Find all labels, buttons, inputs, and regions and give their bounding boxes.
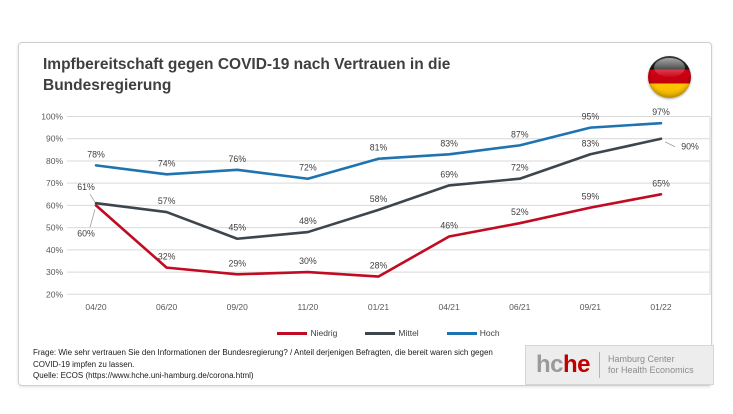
y-tick-90: 90% [46, 134, 63, 144]
hche-logo-gray-letters: hc [536, 351, 564, 378]
hche-logo: hche Hamburg Center for Health Economics [525, 345, 714, 385]
x-tick-01/22: 01/22 [650, 302, 672, 312]
x-tick-04/20: 04/20 [85, 302, 107, 312]
data-label-niedrig-01/22: 65% [652, 178, 670, 188]
data-label-mittel-01/22: 90% [681, 142, 699, 152]
data-label-hoch-04/20: 78% [87, 149, 105, 159]
data-label-mittel-04/20: 61% [77, 182, 95, 192]
logo-subtitle-line2: for Health Economics [608, 365, 694, 375]
data-label-mittel-11/20: 48% [299, 216, 317, 226]
germany-flag-icon [648, 56, 691, 98]
chart-legend: Niedrig Mittel Hoch [67, 328, 710, 338]
label-leader-line [664, 141, 676, 148]
label-leader-line [89, 209, 96, 228]
x-tick-09/20: 09/20 [227, 302, 249, 312]
legend-label-mittel: Mittel [398, 328, 419, 338]
y-tick-100: 100% [41, 112, 63, 122]
legend-label-niedrig: Niedrig [310, 328, 338, 338]
data-label-niedrig-06/20: 32% [158, 252, 176, 262]
data-label-mittel-06/20: 57% [158, 196, 176, 206]
y-tick-50: 50% [46, 223, 63, 233]
data-label-hoch-09/21: 95% [582, 112, 600, 122]
data-label-niedrig-11/20: 30% [299, 256, 317, 266]
x-tick-04/21: 04/21 [438, 302, 460, 312]
data-label-mittel-09/20: 45% [228, 223, 246, 233]
data-label-hoch-09/20: 76% [228, 154, 246, 164]
series-line-niedrig [94, 192, 663, 278]
legend-swatch-mittel [365, 331, 396, 335]
chart-title-line2: Bundesregierung [43, 77, 172, 94]
footnote-source: Quelle: ECOS (https://www.hche.uni-hambu… [33, 371, 254, 380]
data-label-mittel-01/21: 58% [370, 194, 388, 204]
y-tick-70: 70% [46, 178, 63, 188]
legend-item-mittel: Mittel [365, 328, 419, 338]
footnote-question-line2: COVID-19 impfen zu lassen. [33, 359, 135, 369]
data-label-hoch-01/21: 81% [370, 143, 388, 153]
data-label-niedrig-06/21: 52% [511, 207, 529, 217]
x-tick-06/21: 06/21 [509, 302, 531, 312]
chart-title: Impfbereitschaft gegen COVID-19 nach Ver… [43, 54, 603, 96]
data-label-mittel-09/21: 83% [582, 138, 600, 148]
hche-logo-red-letters: he [563, 351, 591, 378]
data-label-hoch-11/20: 72% [299, 163, 317, 173]
logo-divider [599, 352, 601, 378]
legend-label-hoch: Hoch [479, 328, 500, 338]
y-tick-20: 20% [46, 289, 63, 299]
y-tick-30: 30% [46, 267, 63, 277]
data-label-hoch-06/20: 74% [158, 158, 176, 168]
hche-logo-wordmark: hche [536, 351, 591, 378]
data-label-niedrig-04/20: 60% [77, 228, 95, 238]
y-tick-40: 40% [46, 245, 63, 255]
x-tick-01/21: 01/21 [368, 302, 390, 312]
legend-swatch-hoch [446, 331, 477, 335]
y-tick-80: 80% [46, 156, 63, 166]
data-label-hoch-06/21: 87% [511, 129, 529, 139]
series-line-mittel [94, 137, 663, 241]
y-tick-60: 60% [46, 200, 63, 210]
data-label-niedrig-04/21: 46% [440, 221, 458, 231]
data-label-niedrig-01/21: 28% [370, 261, 388, 271]
x-tick-11/20: 11/20 [298, 302, 319, 312]
series-line-hoch [94, 121, 663, 181]
label-leader-line [89, 193, 96, 203]
legend-swatch-niedrig [277, 331, 308, 335]
legend-item-hoch: Hoch [446, 328, 500, 338]
data-label-hoch-04/21: 83% [440, 138, 458, 148]
data-label-niedrig-09/21: 59% [582, 192, 600, 202]
chart-footnote: Frage: Wie sehr vertrauen Sie den Inform… [33, 347, 517, 382]
logo-subtitle-line1: Hamburg Center [608, 353, 675, 364]
footnote-question-line1: Frage: Wie sehr vertrauen Sie den Inform… [33, 348, 493, 357]
chart-card: Impfbereitschaft gegen COVID-19 nach Ver… [18, 42, 714, 386]
x-tick-06/20: 06/20 [156, 302, 178, 312]
chart-title-line1: Impfbereitschaft gegen COVID-19 nach Ver… [43, 56, 451, 73]
data-label-niedrig-09/20: 29% [228, 258, 246, 268]
hche-logo-subtitle: Hamburg Center for Health Economics [608, 354, 694, 377]
legend-item-niedrig: Niedrig [277, 328, 337, 338]
data-label-hoch-01/22: 97% [652, 107, 670, 117]
data-label-mittel-04/21: 69% [440, 169, 458, 179]
x-tick-09/21: 09/21 [580, 302, 602, 312]
line-chart: 20% 30% 40% 50% 60% 70% 80% 90% 100% 04/20 06/20 09… [41, 107, 711, 312]
data-label-mittel-06/21: 72% [511, 163, 529, 173]
